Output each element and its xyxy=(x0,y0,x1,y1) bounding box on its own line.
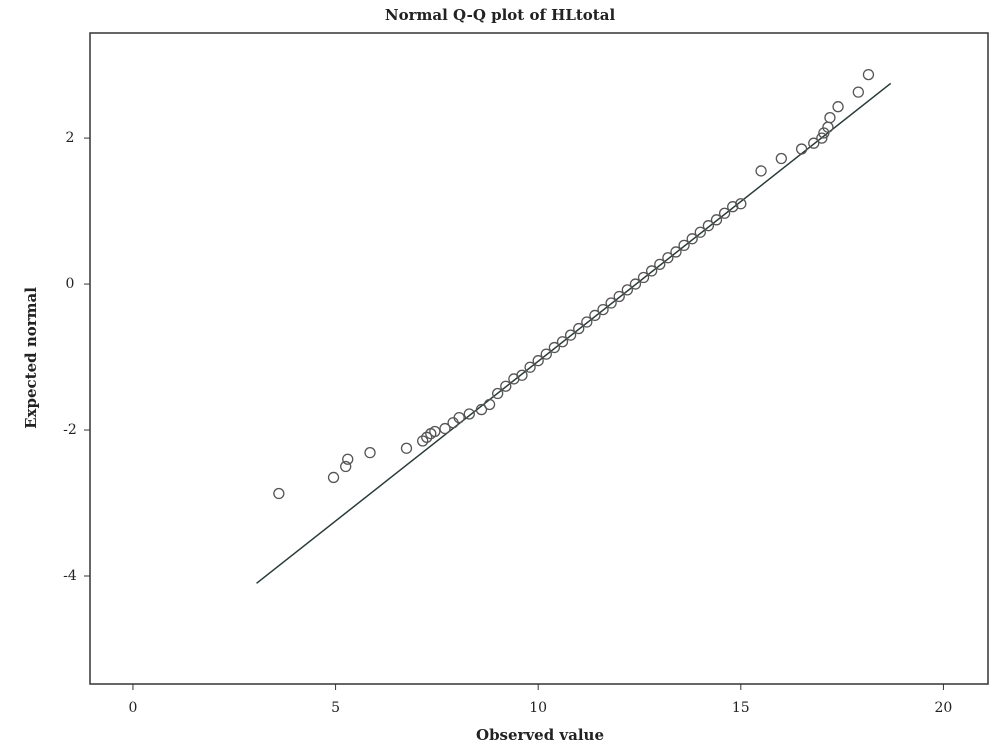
data-point xyxy=(646,265,658,277)
data-point xyxy=(694,226,706,238)
data-point xyxy=(629,278,642,290)
data-point xyxy=(417,435,429,447)
y-tick-label: 0 xyxy=(66,276,75,292)
data-point xyxy=(524,361,536,373)
data-point xyxy=(447,417,459,429)
data-point xyxy=(670,246,682,258)
data-point xyxy=(364,446,376,459)
data-point xyxy=(532,355,544,367)
y-tick-label: 2 xyxy=(66,130,75,146)
data-point xyxy=(327,471,340,484)
data-point xyxy=(710,214,723,226)
data-point xyxy=(342,453,354,465)
data-point xyxy=(702,220,715,232)
data-point xyxy=(581,316,593,328)
data-point xyxy=(492,387,504,400)
data-point xyxy=(421,431,433,443)
x-tick-label: 10 xyxy=(529,700,547,716)
data-point xyxy=(824,112,836,124)
data-point xyxy=(718,207,731,219)
data-point xyxy=(340,460,352,473)
data-point xyxy=(475,403,488,416)
data-point xyxy=(852,86,864,98)
data-point xyxy=(605,297,617,309)
data-point xyxy=(808,137,820,149)
data-point xyxy=(818,127,830,139)
plot-frame xyxy=(89,32,989,685)
data-point xyxy=(556,336,569,348)
data-point xyxy=(516,369,528,381)
data-point xyxy=(564,329,577,341)
x-tick-label: 5 xyxy=(331,700,340,716)
y-axis-label: Expected normal xyxy=(22,287,40,429)
data-point xyxy=(862,68,875,81)
data-point xyxy=(816,132,828,144)
data-point xyxy=(727,201,739,213)
data-point xyxy=(483,398,496,411)
data-point xyxy=(273,487,285,500)
reference-line xyxy=(256,82,892,584)
data-point xyxy=(662,252,674,264)
x-tick-label: 15 xyxy=(732,700,750,716)
data-point xyxy=(775,152,787,165)
y-tick-label: -2 xyxy=(63,422,77,438)
data-point xyxy=(429,425,441,438)
y-tick-label: -4 xyxy=(63,568,77,584)
data-point xyxy=(678,239,690,252)
data-point xyxy=(597,303,609,316)
x-axis-label: Observed value xyxy=(476,726,604,744)
data-point xyxy=(439,422,451,435)
data-point xyxy=(463,408,475,420)
data-point xyxy=(573,322,585,335)
x-tick-label: 0 xyxy=(128,700,137,716)
data-point xyxy=(540,348,552,360)
data-point xyxy=(589,309,601,322)
data-point xyxy=(795,143,808,155)
x-tick-label: 20 xyxy=(935,700,953,716)
data-point xyxy=(548,341,561,354)
data-point xyxy=(686,233,698,245)
data-point xyxy=(500,380,512,392)
chart-title: Normal Q-Q plot of HLtotal xyxy=(385,6,616,24)
data-point xyxy=(400,442,413,454)
data-point xyxy=(613,290,625,303)
data-point xyxy=(755,165,767,177)
data-point xyxy=(832,101,844,113)
data-point xyxy=(637,271,650,284)
data-point xyxy=(735,198,747,210)
data-point xyxy=(654,258,666,271)
data-point xyxy=(453,411,465,424)
data-point xyxy=(621,284,633,296)
